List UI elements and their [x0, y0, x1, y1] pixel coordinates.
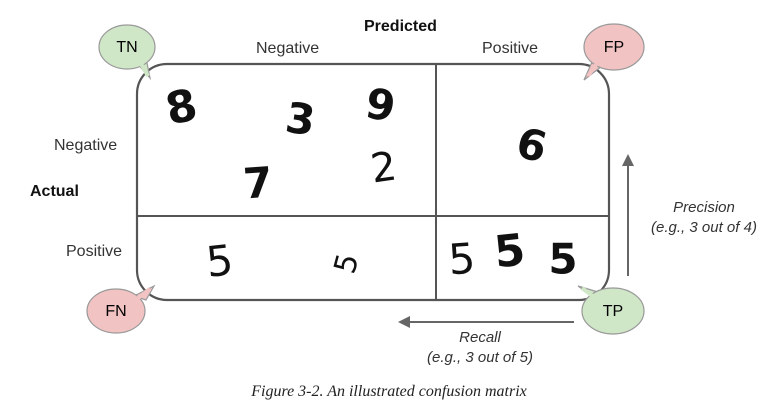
tp-digit: 5	[447, 234, 477, 285]
actual-positive-label: Positive	[66, 243, 123, 260]
recall-label: Recall	[459, 329, 501, 346]
fn-bubble: FN	[86, 284, 156, 334]
fp-label: FP	[604, 39, 624, 56]
recall-example: (e.g., 3 out of 5)	[427, 349, 533, 366]
recall-arrow	[398, 316, 574, 328]
tp-digit: 5	[492, 225, 528, 279]
fp-bubble: FP	[583, 23, 645, 81]
predicted-axis-title: Predicted	[364, 18, 437, 35]
predicted-negative-label: Negative	[256, 40, 320, 57]
tp-bubble: TP	[577, 285, 645, 335]
figure-caption: Figure 3-2. An illustrated confusion mat…	[251, 383, 527, 400]
fn-label: FN	[105, 303, 126, 320]
fn-digit: 5	[328, 250, 367, 278]
precision-example: (e.g., 3 out of 4)	[651, 219, 757, 236]
precision-text: Precision (e.g., 3 out of 4)	[636, 198, 772, 238]
precision-label: Precision	[673, 199, 735, 216]
predicted-positive-label: Positive	[482, 40, 539, 57]
recall-text: Recall (e.g., 3 out of 5)	[400, 328, 560, 368]
matrix-frame	[135, 62, 611, 302]
tn-digit: 7	[242, 158, 275, 209]
fp-digit: 6	[512, 118, 552, 173]
tn-label: TN	[116, 39, 137, 56]
tn-digit: 8	[161, 79, 202, 135]
tn-digit: 9	[362, 78, 399, 131]
tp-label: TP	[603, 303, 623, 320]
actual-negative-label: Negative	[54, 137, 118, 154]
actual-axis-title: Actual	[30, 183, 79, 200]
tn-digit: 3	[283, 93, 319, 146]
tn-digit: 2	[368, 143, 400, 192]
fn-digit: 5	[204, 235, 236, 287]
tp-digit: 5	[548, 235, 577, 284]
tn-bubble: TN	[98, 24, 156, 81]
precision-arrow	[622, 154, 634, 276]
